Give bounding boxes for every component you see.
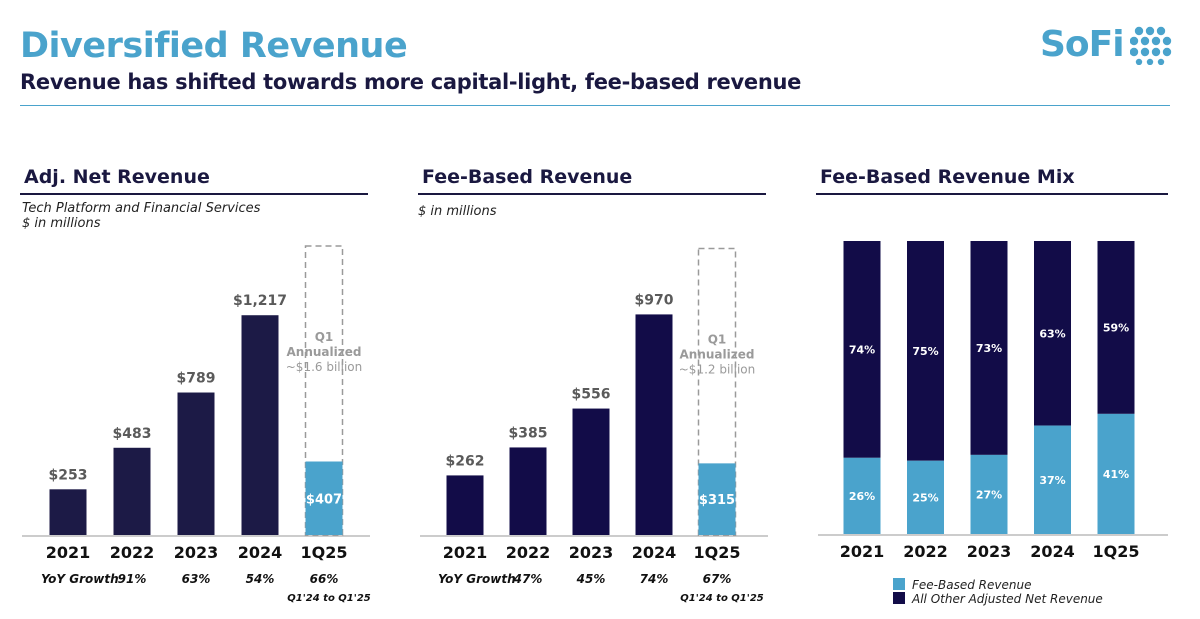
x-tick-label: 2023	[967, 542, 1012, 561]
x-tick-label: 2022	[506, 543, 551, 562]
logo-text: SoFi	[1040, 24, 1125, 65]
bar-segment-other	[1097, 241, 1135, 414]
x-tick-label: 2021	[840, 542, 885, 561]
bar-value-label: $556	[572, 387, 611, 403]
note-line: Tech Platform and Financial Services	[22, 201, 261, 216]
fee-percent-label: 41%	[1103, 468, 1129, 481]
x-tick-label: 1Q25	[1093, 542, 1140, 561]
legend-label: All Other Adjusted Net Revenue	[911, 592, 1103, 606]
legend-label: Fee-Based Revenue	[912, 578, 1031, 592]
panel3-divider	[816, 193, 1168, 195]
bar	[509, 447, 547, 535]
bar-segment-other	[1034, 241, 1071, 426]
growth-note: Q1'24 to Q1'25	[680, 593, 764, 604]
bar	[241, 315, 279, 535]
bar-segment-other	[843, 241, 881, 458]
bar	[698, 463, 736, 535]
growth-label: YoY Growth	[41, 572, 119, 586]
adj-net-revenue-title: Adj. Net Revenue	[24, 166, 210, 188]
annualized-value: ~$1.6 billion	[286, 360, 363, 374]
x-tick-label: 2021	[46, 543, 91, 562]
panel2-divider	[418, 193, 766, 195]
x-tick-label: 2021	[443, 543, 488, 562]
bar	[177, 392, 215, 535]
annualized-label: Annualized	[680, 347, 755, 361]
growth-label: YoY Growth	[438, 572, 516, 586]
note-line: $ in millions	[22, 216, 101, 231]
other-percent-label: 63%	[1039, 327, 1065, 340]
growth-value: 45%	[576, 572, 606, 586]
fee-percent-label: 27%	[976, 488, 1002, 501]
bar	[446, 475, 484, 535]
legend-swatch-fee	[893, 578, 905, 590]
fee-based-revenue-note: $ in millions	[418, 204, 496, 219]
bar	[635, 314, 673, 535]
growth-value: 67%	[703, 572, 732, 586]
x-tick-label: 2023	[569, 543, 614, 562]
panel1-divider	[20, 193, 368, 195]
revenue-mix-title: Fee-Based Revenue Mix	[820, 166, 1075, 188]
bar-value-label: $483	[113, 426, 152, 442]
growth-value: 47%	[513, 572, 543, 586]
x-tick-label: 2023	[174, 543, 219, 562]
bar-segment-fee	[907, 460, 944, 534]
bar	[49, 489, 87, 535]
legend-swatch-other	[893, 592, 905, 604]
page-title: Diversified Revenue	[20, 26, 408, 66]
bar-value-label: $407	[306, 492, 342, 507]
bar-value-label: $789	[177, 371, 216, 387]
other-percent-label: 75%	[912, 345, 938, 358]
dot-grid-icon	[1129, 26, 1171, 65]
fee-based-revenue-title: Fee-Based Revenue	[422, 166, 633, 188]
bar-value-label: $1,217	[233, 293, 287, 309]
x-tick-label: 2022	[903, 542, 948, 561]
other-percent-label: 73%	[976, 342, 1002, 355]
adj-net-revenue-note: Tech Platform and Financial Services $ i…	[22, 201, 260, 231]
bar-segment-fee	[843, 457, 881, 534]
x-tick-label: 2024	[1030, 542, 1075, 561]
growth-value: 63%	[182, 572, 211, 586]
growth-value: 66%	[310, 572, 339, 586]
growth-value: 91%	[118, 572, 147, 586]
fee-percent-label: 37%	[1039, 474, 1065, 487]
x-tick-label: 2022	[110, 543, 155, 562]
x-tick-label: 2024	[632, 543, 677, 562]
growth-value: 54%	[246, 572, 275, 586]
note-line: $ in millions	[418, 204, 497, 219]
annualized-label: Q1	[708, 332, 727, 346]
sofi-logo: SoFi	[1040, 24, 1174, 65]
bar	[572, 408, 610, 535]
bar-value-label: $315	[699, 493, 735, 508]
bar	[113, 447, 151, 535]
growth-value: 74%	[640, 572, 669, 586]
bar-value-label: $385	[509, 425, 548, 441]
annualized-value: ~$1.2 billion	[679, 362, 756, 376]
x-tick-label: 2024	[238, 543, 283, 562]
growth-note: Q1'24 to Q1'25	[287, 593, 371, 604]
fee-percent-label: 26%	[849, 490, 875, 503]
bar-value-label: $262	[446, 453, 485, 469]
annualized-label: Q1	[315, 330, 334, 344]
bar-segment-other	[907, 241, 944, 461]
fee-percent-label: 25%	[912, 491, 938, 504]
annualized-label: Annualized	[287, 345, 362, 359]
header-divider	[20, 105, 1170, 106]
bar-value-label: $253	[49, 467, 88, 483]
bar-segment-other	[970, 241, 1008, 455]
bar-value-label: $970	[635, 292, 674, 308]
bar	[305, 461, 343, 535]
bar-segment-fee	[1034, 425, 1071, 534]
bar-segment-fee	[970, 454, 1008, 534]
page-subtitle: Revenue has shifted towards more capital…	[20, 70, 802, 94]
bar-segment-fee	[1097, 413, 1135, 534]
other-percent-label: 74%	[849, 343, 875, 356]
x-tick-label: 1Q25	[301, 543, 348, 562]
x-tick-label: 1Q25	[694, 543, 741, 562]
other-percent-label: 59%	[1103, 321, 1129, 334]
